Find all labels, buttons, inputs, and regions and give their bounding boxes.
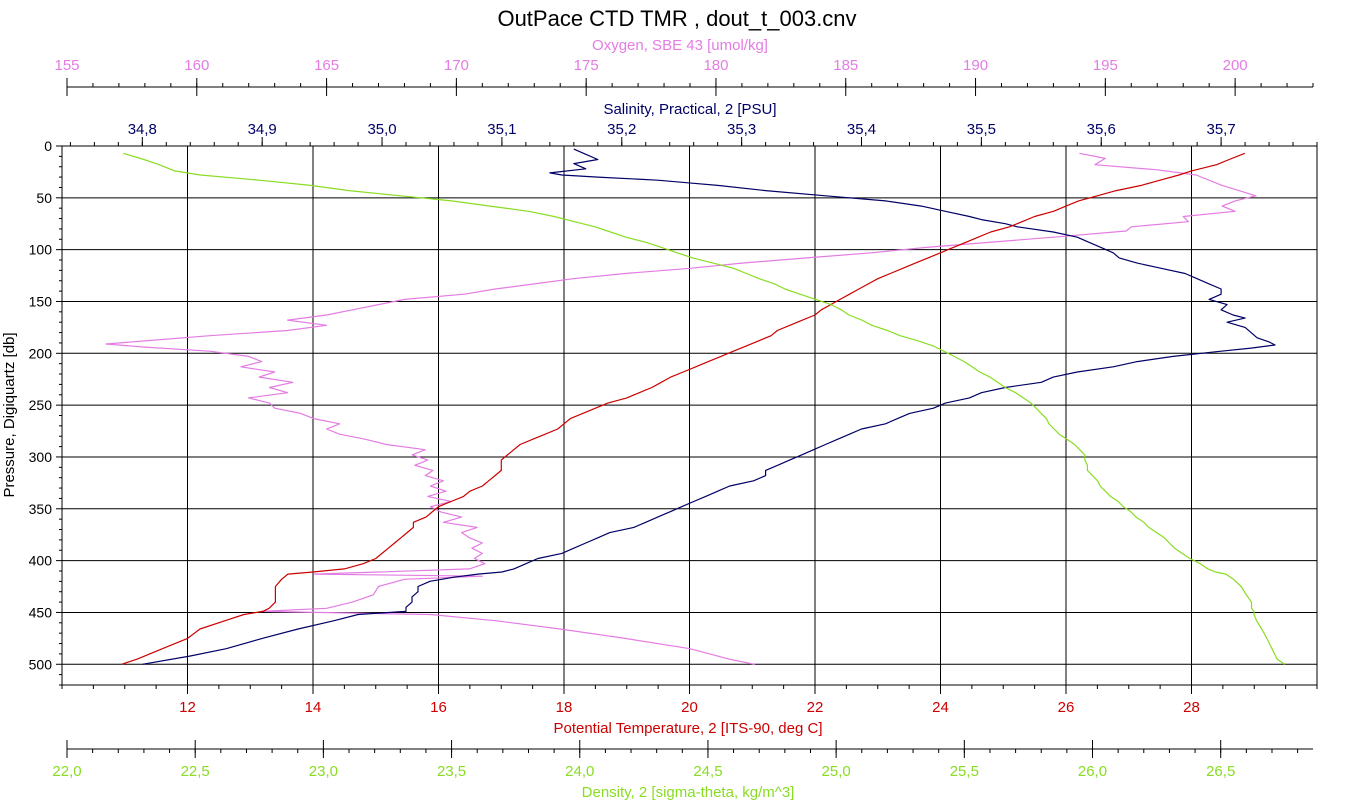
pressure-tick-label: 50 <box>36 190 52 206</box>
temperature-tick-label: 24 <box>932 699 949 716</box>
oxygen-axis-label: Oxygen, SBE 43 [umol/kg] <box>592 37 768 54</box>
pressure-tick-label: 100 <box>29 242 53 258</box>
pressure-tick-label: 250 <box>29 397 53 413</box>
temperature-profile-line <box>121 152 1246 665</box>
density-tick-label: 22,0 <box>52 763 81 780</box>
salinity-axis: 34,8 34,9 35,0 35,1 35,2 35,3 35,4 35,5 35,6 35,7 <box>69 121 1318 146</box>
oxygen-tick-label: 200 <box>1223 57 1248 74</box>
oxygen-tick-label: 160 <box>184 57 209 74</box>
temperature-axis: 12 14 16 18 20 22 24 26 28 <box>61 685 1318 716</box>
oxygen-axis: 155 160 165 170 175 180 185 190 195 200 <box>54 57 1314 96</box>
data-series <box>105 148 1286 665</box>
grid <box>62 145 1317 685</box>
temperature-tick-label: 20 <box>681 699 698 716</box>
density-tick-label: 24,5 <box>693 763 722 780</box>
density-tick-label: 26,5 <box>1206 763 1235 780</box>
pressure-tick-label: 0 <box>44 138 52 154</box>
density-tick-label: 25,5 <box>950 763 979 780</box>
density-axis: 22,0 22,5 23,0 23,5 24,0 24,5 25,0 25,5 26,0 26,5 <box>52 740 1313 780</box>
pressure-tick-label: 200 <box>29 345 53 361</box>
salinity-profile-line <box>142 148 1276 665</box>
pressure-axis-label: Pressure, Digiquartz [db] <box>1 332 18 497</box>
salinity-tick-label: 35,5 <box>967 121 996 138</box>
salinity-tick-label: 35,4 <box>847 121 876 138</box>
temperature-axis-label: Potential Temperature, 2 [ITS-90, deg C] <box>553 720 822 737</box>
oxygen-tick-label: 180 <box>703 57 728 74</box>
pressure-tick-label: 500 <box>29 656 53 672</box>
salinity-tick-label: 34,9 <box>248 121 277 138</box>
chart-title: OutPace CTD TMR , dout_t_003.cnv <box>497 6 856 31</box>
salinity-tick-label: 35,3 <box>727 121 756 138</box>
density-tick-label: 23,5 <box>437 763 466 780</box>
oxygen-tick-label: 175 <box>574 57 599 74</box>
salinity-tick-label: 35,2 <box>607 121 636 138</box>
density-axis-label: Density, 2 [sigma-theta, kg/m^3] <box>582 784 795 801</box>
temperature-tick-label: 26 <box>1058 699 1075 716</box>
temperature-tick-label: 18 <box>556 699 573 716</box>
pressure-tick-label: 450 <box>29 604 53 620</box>
pressure-tick-label: 400 <box>29 553 53 569</box>
oxygen-profile-line <box>105 152 1257 665</box>
oxygen-tick-label: 155 <box>54 57 79 74</box>
salinity-tick-label: 35,1 <box>487 121 516 138</box>
density-tick-label: 23,0 <box>309 763 338 780</box>
oxygen-tick-label: 195 <box>1093 57 1118 74</box>
temperature-tick-label: 14 <box>305 699 322 716</box>
temperature-tick-label: 22 <box>807 699 824 716</box>
salinity-tick-label: 35,7 <box>1207 121 1236 138</box>
salinity-tick-label: 35,0 <box>367 121 396 138</box>
oxygen-tick-label: 170 <box>444 57 469 74</box>
density-profile-line <box>123 152 1286 665</box>
temperature-tick-label: 28 <box>1183 699 1200 716</box>
oxygen-tick-label: 185 <box>833 57 858 74</box>
salinity-tick-label: 35,6 <box>1087 121 1116 138</box>
density-tick-label: 25,0 <box>822 763 851 780</box>
temperature-tick-label: 12 <box>179 699 196 716</box>
pressure-tick-label: 300 <box>29 449 53 465</box>
oxygen-tick-label: 190 <box>963 57 988 74</box>
density-tick-label: 24,0 <box>565 763 594 780</box>
oxygen-tick-label: 165 <box>314 57 339 74</box>
temperature-tick-label: 16 <box>430 699 447 716</box>
pressure-tick-label: 350 <box>29 501 53 517</box>
salinity-tick-label: 34,8 <box>128 121 157 138</box>
pressure-axis: 0 50 100 150 200 250 300 350 400 450 500 <box>29 138 62 686</box>
density-tick-label: 22,5 <box>181 763 210 780</box>
salinity-axis-label: Salinity, Practical, 2 [PSU] <box>603 101 776 118</box>
density-tick-label: 26,0 <box>1078 763 1107 780</box>
pressure-tick-label: 150 <box>29 293 53 309</box>
